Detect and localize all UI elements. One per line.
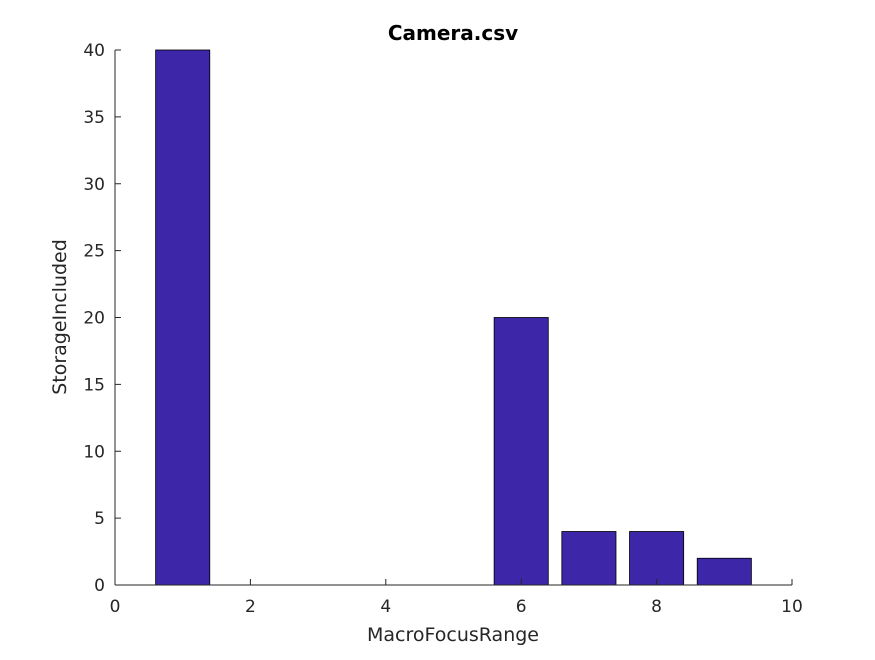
bar-9 [696,557,752,586]
bars [155,49,752,586]
x-tick-label: 6 [516,597,527,617]
x-tick-label: 10 [781,597,803,617]
bar-8 [629,531,685,586]
bar-6 [493,317,549,586]
bar-7 [561,531,617,586]
x-tick-label: 8 [651,597,662,617]
y-tick-label: 40 [83,41,105,61]
y-tick-label: 15 [83,375,105,395]
bar-1 [155,49,211,586]
axes: 0 2 4 6 8 10 0 5 10 15 20 25 30 35 40 [83,41,802,617]
y-tick-label: 5 [94,509,105,529]
chart-title: Camera.csv [388,21,518,45]
y-tick-label: 30 [83,175,105,195]
x-tick-label: 0 [110,597,121,617]
y-tick-label: 35 [83,108,105,128]
y-tick-label: 0 [94,576,105,596]
x-tick-label: 2 [245,597,256,617]
y-axis-label: StorageIncluded [49,239,71,395]
y-tick-label: 10 [83,442,105,462]
y-tick-label: 25 [83,242,105,262]
y-tick-label: 20 [83,309,105,329]
x-axis-label: MacroFocusRange [367,624,539,646]
x-tick-label: 4 [380,597,391,617]
